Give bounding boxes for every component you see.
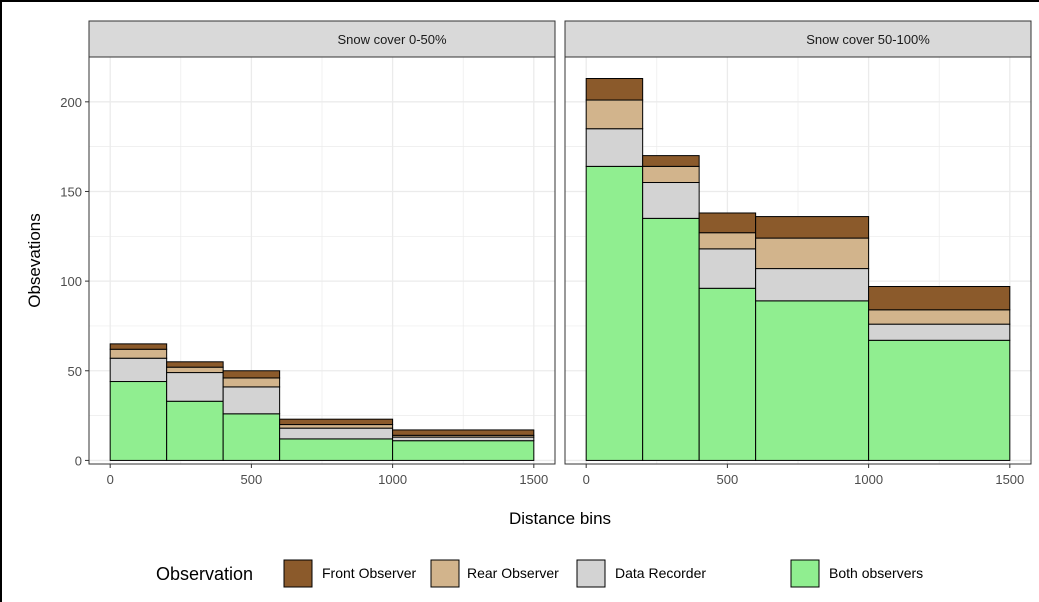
bar-segment-both-observers — [222, 413, 281, 461]
bar-segment-data-recorder — [279, 427, 394, 440]
bar-segment-data-recorder — [698, 248, 757, 289]
y-tick-label: 100 — [60, 274, 82, 289]
bar-segment-data-recorder — [166, 372, 224, 402]
bar-segment-data-recorder — [755, 268, 870, 302]
x-axis-title: Distance bins — [509, 509, 611, 528]
bar-segment-both-observers — [868, 339, 1011, 461]
bar-segment-rear-observer — [642, 165, 700, 184]
bar-segment-data-recorder — [109, 357, 168, 383]
y-tick-label: 50 — [68, 364, 82, 379]
bar-segment-rear-observer — [166, 366, 224, 374]
bar-segment-rear-observer — [698, 232, 757, 250]
legend-key-front-observer — [283, 559, 313, 588]
x-tick-label: 500 — [241, 472, 263, 487]
bar-segment-both-observers — [755, 300, 870, 461]
bar-segment-both-observers — [392, 440, 535, 461]
bar-segment-front-observer — [642, 155, 700, 167]
bar-segment-both-observers — [109, 381, 168, 461]
bar-segment-rear-observer — [585, 99, 644, 130]
y-tick-label: 150 — [60, 184, 82, 199]
bar-segment-data-recorder — [585, 128, 644, 167]
legend-label: Data Recorder — [615, 565, 706, 581]
bar-segment-rear-observer — [755, 237, 870, 270]
bar-segment-front-observer — [279, 418, 394, 426]
bar-segment-rear-observer — [222, 377, 281, 388]
facet-strip — [88, 20, 556, 58]
x-tick-label: 1500 — [519, 472, 548, 487]
legend-label: Rear Observer — [467, 565, 559, 581]
bar-segment-front-observer — [868, 285, 1011, 311]
bar-segment-data-recorder — [642, 182, 700, 219]
bar-segment-data-recorder — [868, 323, 1011, 341]
y-tick-label: 200 — [60, 95, 82, 110]
facet-strip-label: Snow cover 0-50% — [337, 32, 447, 47]
x-tick-label: 0 — [583, 472, 590, 487]
x-tick-label: 500 — [717, 472, 739, 487]
bar-segment-both-observers — [279, 438, 394, 461]
y-axis-title: Obsevations — [25, 213, 44, 308]
bar-segment-rear-observer — [868, 309, 1011, 325]
bar-segment-front-observer — [222, 370, 281, 379]
legend-label: Front Observer — [322, 565, 416, 581]
x-tick-label: 0 — [107, 472, 114, 487]
bar-segment-both-observers — [585, 165, 644, 461]
bar-segment-front-observer — [755, 216, 870, 239]
legend-key-both-observers — [790, 559, 820, 588]
legend-title: Observation — [156, 564, 253, 584]
bar-segment-front-observer — [392, 429, 535, 436]
legend-key-rear-observer — [430, 559, 460, 588]
bar-segment-front-observer — [166, 361, 224, 368]
bar-segment-both-observers — [698, 287, 757, 461]
y-tick-label: 0 — [75, 453, 82, 468]
x-tick-label: 1000 — [854, 472, 883, 487]
bar-segment-front-observer — [109, 343, 168, 350]
bar-segment-both-observers — [642, 217, 700, 461]
bar-segment-front-observer — [585, 78, 644, 101]
bar-segment-both-observers — [166, 400, 224, 461]
legend-key-data-recorder — [576, 559, 606, 588]
facet-strip-label: Snow cover 50-100% — [806, 32, 930, 47]
bar-segment-rear-observer — [109, 348, 168, 359]
legend-label: Both observers — [829, 565, 923, 581]
x-tick-label: 1000 — [378, 472, 407, 487]
bar-segment-data-recorder — [392, 436, 535, 442]
bar-segment-rear-observer — [279, 424, 394, 429]
bar-segment-data-recorder — [222, 386, 281, 415]
bar-segment-front-observer — [698, 212, 757, 234]
x-tick-label: 1500 — [995, 472, 1024, 487]
facet-strip — [564, 20, 1032, 58]
